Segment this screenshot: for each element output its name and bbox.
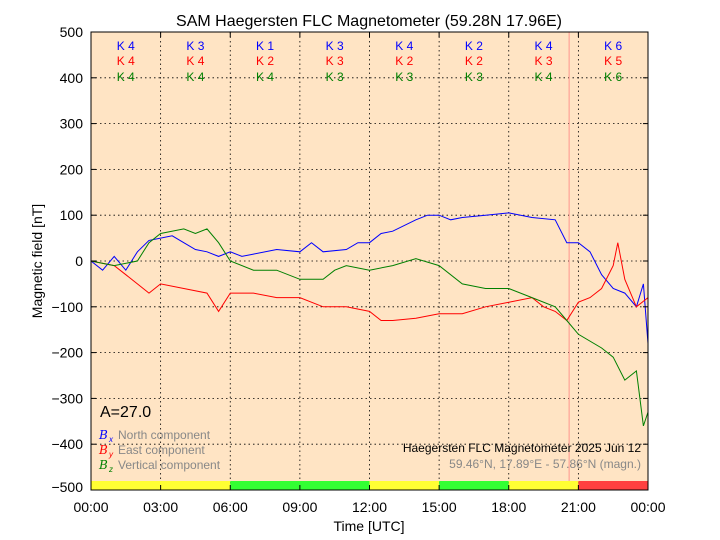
y-tick-label: 0: [75, 253, 83, 269]
series-line-bx: [90, 212, 649, 344]
x-tick-label: 00:00: [630, 499, 665, 515]
annotation-title: Haegersten FLC Magnetometer 2025 Jun 12: [403, 441, 641, 455]
k-index-x: K 3: [326, 39, 344, 53]
legend-subscript: x: [108, 435, 114, 444]
k-index-y: K 3: [535, 54, 553, 68]
annotation-coords: 59.46°N, 17.89°E - 57.86°N (magn.): [449, 457, 641, 471]
series-line-bz: [90, 228, 649, 427]
y-tick-label: −400: [51, 436, 83, 452]
k-index-z: K 6: [604, 70, 622, 84]
status-bar-segment: [439, 481, 509, 490]
y-tick-label: 400: [60, 70, 84, 86]
k-index-x: K 4: [117, 39, 135, 53]
y-tick-label: 100: [60, 207, 84, 223]
k-index-y: K 2: [395, 54, 413, 68]
x-tick-label: 15:00: [422, 499, 457, 515]
y-tick-label: −200: [51, 345, 83, 361]
k-index-z: K 3: [465, 70, 483, 84]
y-tick-label: −100: [51, 299, 83, 315]
k-index-z: K 4: [256, 70, 274, 84]
status-bar-segment: [578, 481, 648, 490]
x-tick-label: 06:00: [213, 499, 248, 515]
series-line-by: [90, 242, 649, 322]
y-tick-label: −300: [51, 390, 83, 406]
legend-symbol: B: [98, 458, 108, 472]
k-index-z: K 4: [186, 70, 204, 84]
x-tick-label: 03:00: [143, 499, 178, 515]
legend-label: Vertical component: [118, 458, 221, 472]
chart-title: SAM Haegersten FLC Magnetometer (59.28N …: [176, 13, 562, 30]
k-index-x: K 4: [395, 39, 413, 53]
legend-label: North component: [118, 428, 211, 442]
x-tick-label: 00:00: [73, 499, 108, 515]
legend-label: East component: [118, 443, 205, 457]
k-index-z: K 3: [326, 70, 344, 84]
legend-subscript: z: [108, 465, 113, 474]
status-bar-segment: [508, 481, 579, 490]
legend-symbol: B: [98, 443, 108, 457]
y-tick-label: −500: [51, 479, 83, 495]
k-index-z: K 4: [535, 70, 553, 84]
k-index-x: K 4: [535, 39, 553, 53]
y-tick-label: 500: [60, 24, 84, 40]
y-axis-label: Magnetic field [nT]: [29, 204, 45, 318]
a-index: A=27.0: [100, 404, 151, 421]
k-index-y: K 2: [465, 54, 483, 68]
k-index-z: K 4: [117, 70, 135, 84]
k-index-y: K 5: [604, 54, 622, 68]
y-tick-label: 300: [60, 116, 84, 132]
k-index-x: K 2: [465, 39, 483, 53]
x-tick-label: 18:00: [491, 499, 526, 515]
k-index-x: K 1: [256, 39, 274, 53]
k-index-y: K 4: [186, 54, 204, 68]
k-index-x: K 3: [186, 39, 204, 53]
legend-subscript: y: [108, 450, 114, 459]
legend-symbol: B: [98, 428, 108, 442]
x-axis-label: Time [UTC]: [333, 518, 404, 534]
x-tick-label: 12:00: [352, 499, 387, 515]
k-index-y: K 2: [256, 54, 274, 68]
x-tick-label: 21:00: [561, 499, 596, 515]
k-index-z: K 3: [395, 70, 413, 84]
status-bar-segment: [369, 481, 440, 490]
k-index-y: K 4: [117, 54, 135, 68]
k-index-y: K 3: [326, 54, 344, 68]
k-index-x: K 6: [604, 39, 622, 53]
x-tick-label: 09:00: [282, 499, 317, 515]
y-tick-label: 200: [60, 161, 84, 177]
